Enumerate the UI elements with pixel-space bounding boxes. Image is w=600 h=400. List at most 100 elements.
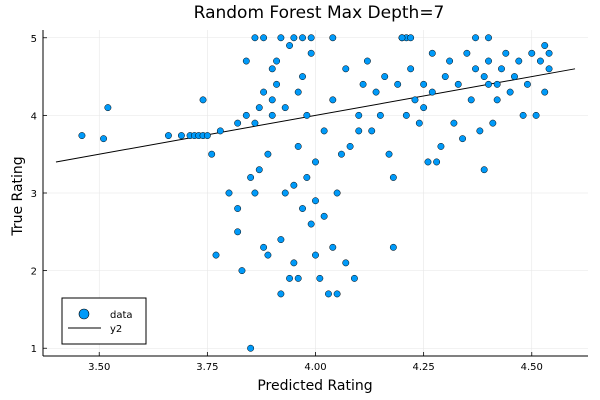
data-point (472, 34, 479, 42)
data-point (277, 290, 285, 298)
legend-y2-label: y2 (110, 324, 122, 335)
data-point (281, 189, 289, 197)
data-point (281, 104, 289, 112)
data-point (277, 34, 285, 42)
data-point (307, 220, 315, 228)
data-point (389, 174, 397, 181)
data-point (450, 119, 458, 127)
data-point (164, 132, 172, 140)
data-point (342, 65, 350, 73)
data-point (454, 80, 462, 88)
x-tick-label: 3.75 (196, 362, 218, 373)
data-point (381, 73, 389, 81)
data-point (363, 57, 371, 65)
data-point (407, 34, 415, 42)
data-point (268, 96, 276, 104)
data-point (441, 73, 449, 81)
data-point (541, 88, 549, 96)
data-point (320, 212, 328, 220)
data-point (312, 251, 319, 259)
data-point (307, 34, 315, 42)
data-point (312, 197, 319, 205)
data-point (251, 189, 259, 197)
data-point (238, 267, 246, 275)
data-point (511, 73, 518, 81)
data-point (472, 65, 479, 73)
data-point (242, 57, 250, 65)
data-point (216, 127, 224, 135)
data-point (299, 73, 306, 81)
data-point (199, 96, 207, 104)
data-point (299, 205, 306, 212)
data-point (398, 34, 406, 42)
data-point (407, 65, 415, 73)
data-point (493, 80, 501, 88)
data-point (273, 80, 281, 88)
data-point (286, 42, 293, 49)
x-tick-label: 4.00 (304, 362, 326, 373)
data-point (177, 132, 185, 140)
data-point (485, 80, 492, 88)
data-point (346, 142, 354, 150)
data-point (355, 111, 363, 119)
data-point (329, 96, 337, 104)
data-point (372, 88, 380, 96)
data-point (264, 251, 272, 259)
data-point (294, 88, 302, 96)
data-point (446, 57, 454, 65)
legend-data-label: data (110, 310, 133, 321)
data-point (203, 132, 211, 140)
data-point (420, 80, 428, 88)
data-point (299, 34, 306, 42)
data-point (463, 49, 471, 57)
data-point (541, 42, 549, 49)
data-point (212, 251, 220, 259)
data-point (480, 73, 488, 81)
data-point (459, 135, 467, 143)
data-point (333, 189, 341, 197)
data-point (255, 166, 263, 174)
data-point (104, 104, 112, 112)
data-point (277, 236, 285, 244)
data-point (247, 174, 255, 181)
data-point (100, 135, 108, 143)
data-point (493, 96, 501, 104)
legend-data-marker (78, 308, 90, 320)
data-point (303, 111, 311, 119)
data-point (329, 243, 337, 251)
data-point (437, 142, 445, 150)
data-point (519, 111, 527, 119)
data-point (428, 49, 436, 57)
data-point (290, 181, 298, 189)
y-tick-label: 3 (31, 189, 37, 200)
data-point (394, 80, 402, 88)
y-axis-title: True Rating (10, 156, 26, 236)
data-point (342, 259, 350, 267)
data-point (536, 57, 544, 65)
data-point (247, 344, 255, 352)
y-axis-ticks: 1 2 3 4 5 (31, 34, 47, 355)
data-point (506, 88, 514, 96)
y-tick-label: 2 (31, 267, 37, 278)
y-tick-label: 1 (31, 344, 37, 355)
x-axis-title: Predicted Rating (257, 378, 372, 394)
data-point (523, 80, 531, 88)
data-point (268, 111, 276, 119)
legend: data y2 (61, 297, 147, 345)
data-point (411, 96, 419, 104)
data-point (260, 243, 268, 251)
data-point (467, 96, 475, 104)
data-point (286, 274, 293, 282)
data-point (234, 119, 242, 127)
data-point (498, 65, 505, 73)
data-point (359, 80, 367, 88)
data-point (376, 111, 384, 119)
x-axis-ticks: 3.50 3.75 4.00 4.25 4.50 (88, 352, 543, 373)
data-point (251, 119, 259, 127)
data-point (234, 205, 242, 212)
data-point (333, 290, 341, 298)
data-point (532, 111, 540, 119)
data-point (420, 104, 428, 112)
legend-box (61, 297, 147, 345)
